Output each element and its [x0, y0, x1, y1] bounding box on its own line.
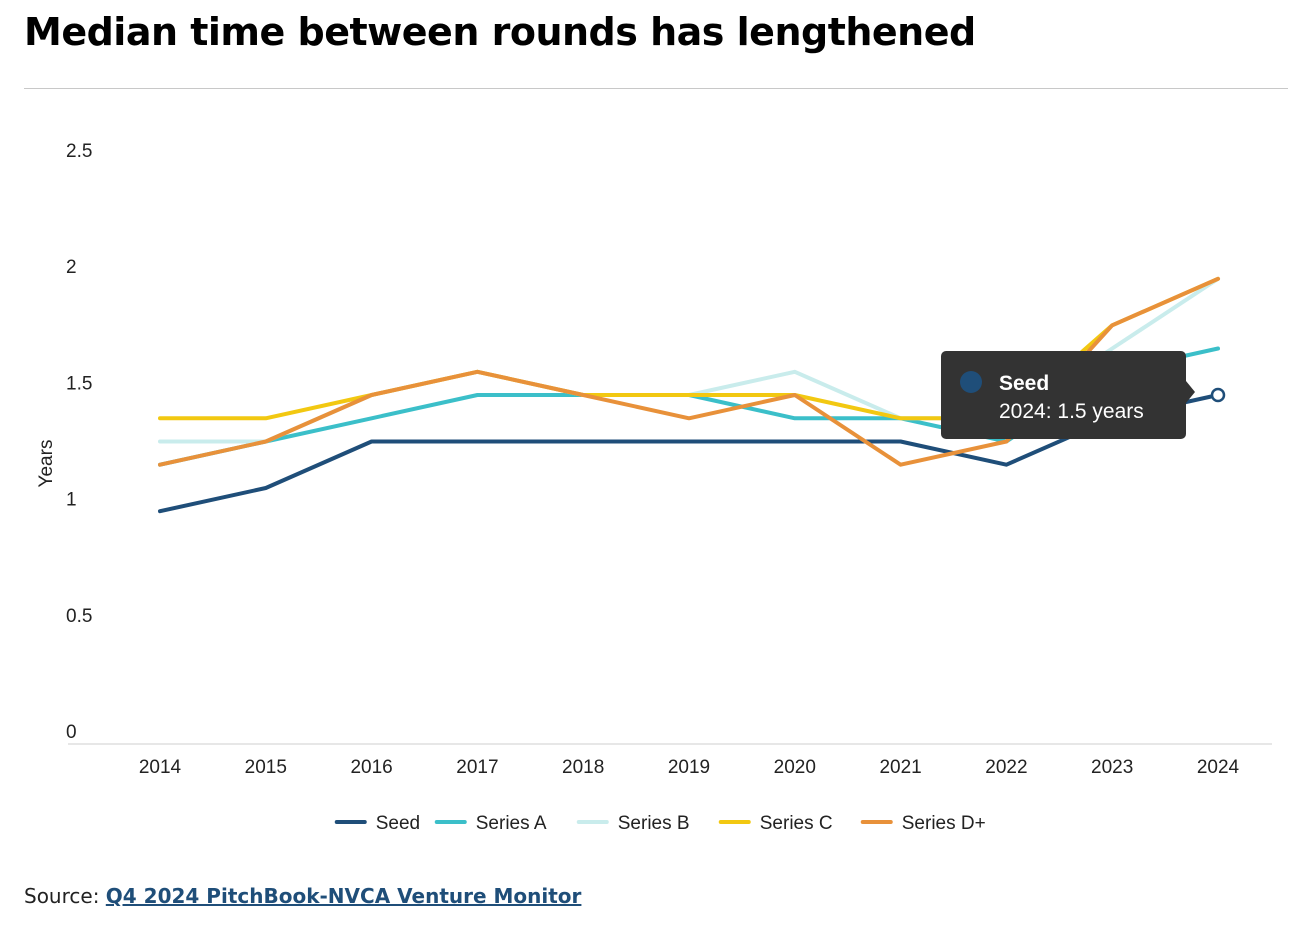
legend-item[interactable]: Series C	[718, 813, 833, 834]
tooltip-pointer	[1186, 381, 1195, 403]
title-divider	[24, 88, 1288, 89]
seed-hover-point[interactable]	[1210, 387, 1226, 403]
y-axis-label: Years	[36, 440, 57, 488]
y-tick-label: 2.5	[66, 141, 92, 162]
legend-label: Series D+	[902, 813, 986, 834]
y-tick-label: 1.5	[66, 373, 92, 394]
y-tick-label: 0	[66, 722, 77, 743]
x-tick-label: 2024	[1197, 757, 1240, 778]
x-tick-label: 2023	[1091, 757, 1133, 778]
x-tick-label: 2014	[139, 757, 182, 778]
source-prefix: Source:	[24, 884, 106, 908]
legend-item[interactable]: Series D+	[860, 813, 986, 834]
x-tick-label: 2019	[668, 757, 710, 778]
y-tick-label: 1	[66, 490, 77, 511]
y-tick-label: 0.5	[66, 606, 92, 627]
legend-item[interactable]: Series B	[576, 813, 690, 834]
x-tick-label: 2018	[562, 757, 604, 778]
legend-label: Series C	[760, 813, 833, 834]
tooltip-series-name: Seed	[999, 372, 1049, 395]
legend-label: Series B	[618, 813, 690, 834]
tooltip: Seed 2024: 1.5 years	[941, 351, 1195, 439]
series-line-seed[interactable]	[158, 393, 1220, 514]
x-tick-label: 2016	[350, 757, 392, 778]
source-line: Source: Q4 2024 PitchBook-NVCA Venture M…	[24, 884, 581, 908]
x-tick-label: 2022	[985, 757, 1027, 778]
line-chart[interactable]: 0 0.5 1 1.5 2 2.5 Years 2014 2015 2016 2017 2018 201…	[0, 100, 1312, 860]
legend-label: Series A	[476, 813, 547, 834]
tooltip-series-marker	[960, 371, 982, 393]
y-tick-label: 2	[66, 257, 77, 278]
x-tick-label: 2020	[774, 757, 816, 778]
x-tick-label: 2017	[456, 757, 498, 778]
tooltip-value: 2024: 1.5 years	[999, 400, 1144, 423]
x-tick-label: 2021	[879, 757, 921, 778]
source-link[interactable]: Q4 2024 PitchBook-NVCA Venture Monitor	[105, 884, 582, 908]
legend-item[interactable]: Seed	[334, 813, 420, 834]
x-tick-label: 2015	[245, 757, 287, 778]
tooltip-box	[941, 351, 1186, 439]
chart-title: Median time between rounds has lengthene…	[24, 10, 976, 54]
legend-label: Seed	[376, 813, 420, 834]
legend-item[interactable]: Series A	[434, 813, 547, 834]
